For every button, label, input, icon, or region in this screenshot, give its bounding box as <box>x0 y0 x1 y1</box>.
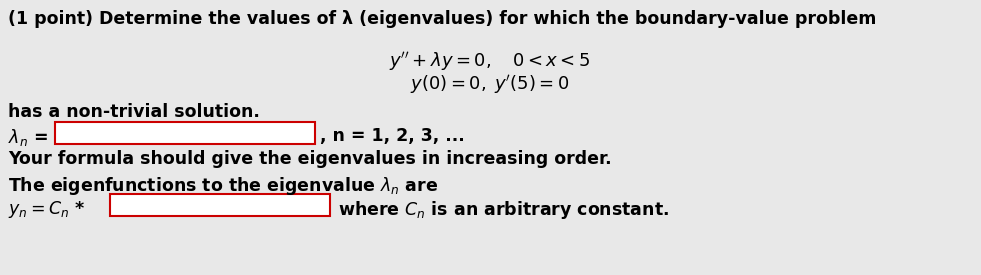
FancyBboxPatch shape <box>110 194 330 216</box>
Text: (1 point) Determine the values of λ (eigenvalues) for which the boundary-value p: (1 point) Determine the values of λ (eig… <box>8 10 876 28</box>
FancyBboxPatch shape <box>55 122 315 144</box>
Text: , n = 1, 2, 3, ...: , n = 1, 2, 3, ... <box>320 127 465 145</box>
Text: $y'' + \lambda y = 0, \quad 0 < x < 5$: $y'' + \lambda y = 0, \quad 0 < x < 5$ <box>389 50 591 73</box>
Text: where $C_n$ is an arbitrary constant.: where $C_n$ is an arbitrary constant. <box>338 199 669 221</box>
Text: has a non-trivial solution.: has a non-trivial solution. <box>8 103 260 121</box>
Text: Your formula should give the eigenvalues in increasing order.: Your formula should give the eigenvalues… <box>8 150 611 168</box>
Text: $y_n = C_n$ *: $y_n = C_n$ * <box>8 199 85 220</box>
Text: $y(0) = 0, \; y'(5) = 0$: $y(0) = 0, \; y'(5) = 0$ <box>410 73 570 96</box>
Text: The eigenfunctions to the eigenvalue $\lambda_n$ are: The eigenfunctions to the eigenvalue $\l… <box>8 175 439 197</box>
Text: $\lambda_n$ =: $\lambda_n$ = <box>8 127 48 148</box>
